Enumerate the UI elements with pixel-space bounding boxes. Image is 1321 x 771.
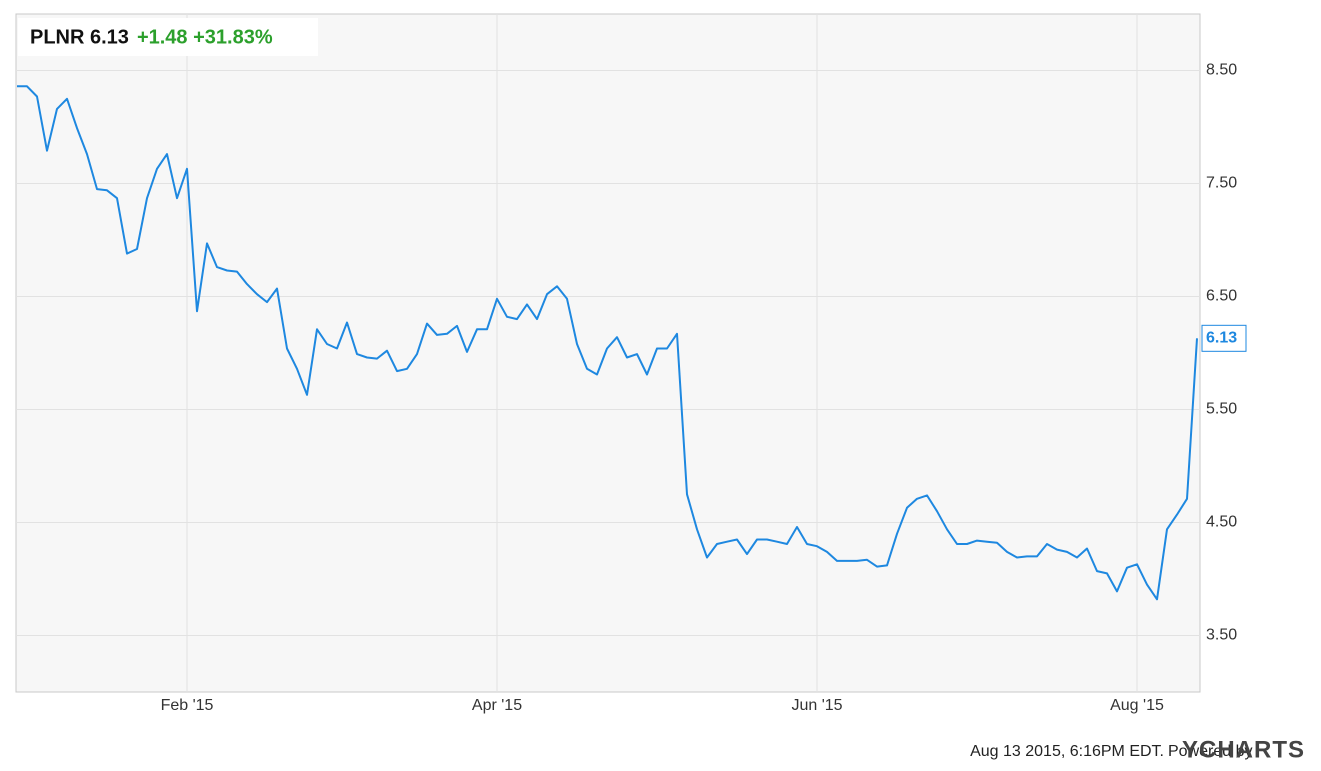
y-tick-label: 7.50	[1206, 175, 1237, 192]
y-tick-label: 5.50	[1206, 401, 1237, 418]
header-box	[18, 18, 318, 56]
price-line	[17, 85, 1198, 601]
footer-text: Aug 13 2015, 6:16PM EDT.	[970, 743, 1164, 760]
chart-title: PLNR 6.13	[30, 26, 129, 48]
last-value-box	[1201, 324, 1247, 352]
credit: Powered by	[1168, 743, 1253, 760]
brand-logo: YCHARTS	[1182, 736, 1305, 763]
y-tick-label: 8.50	[1206, 62, 1237, 79]
price-change: +1.48 +31.83%	[137, 26, 273, 48]
y-tick-label: 4.50	[1206, 514, 1237, 531]
x-tick-label: Aug '15	[1110, 697, 1164, 714]
x-tick-label: Apr '15	[472, 697, 522, 714]
x-tick-label: Feb '15	[161, 697, 214, 714]
x-tick-label: Jun '15	[791, 697, 842, 714]
y-tick-label: 3.50	[1206, 627, 1237, 644]
grid	[16, 14, 1200, 692]
last-value-label: 6.13	[1206, 330, 1237, 347]
y-tick-label: 6.50	[1206, 288, 1237, 305]
plot-area	[15, 13, 1201, 693]
marks	[17, 85, 1198, 601]
